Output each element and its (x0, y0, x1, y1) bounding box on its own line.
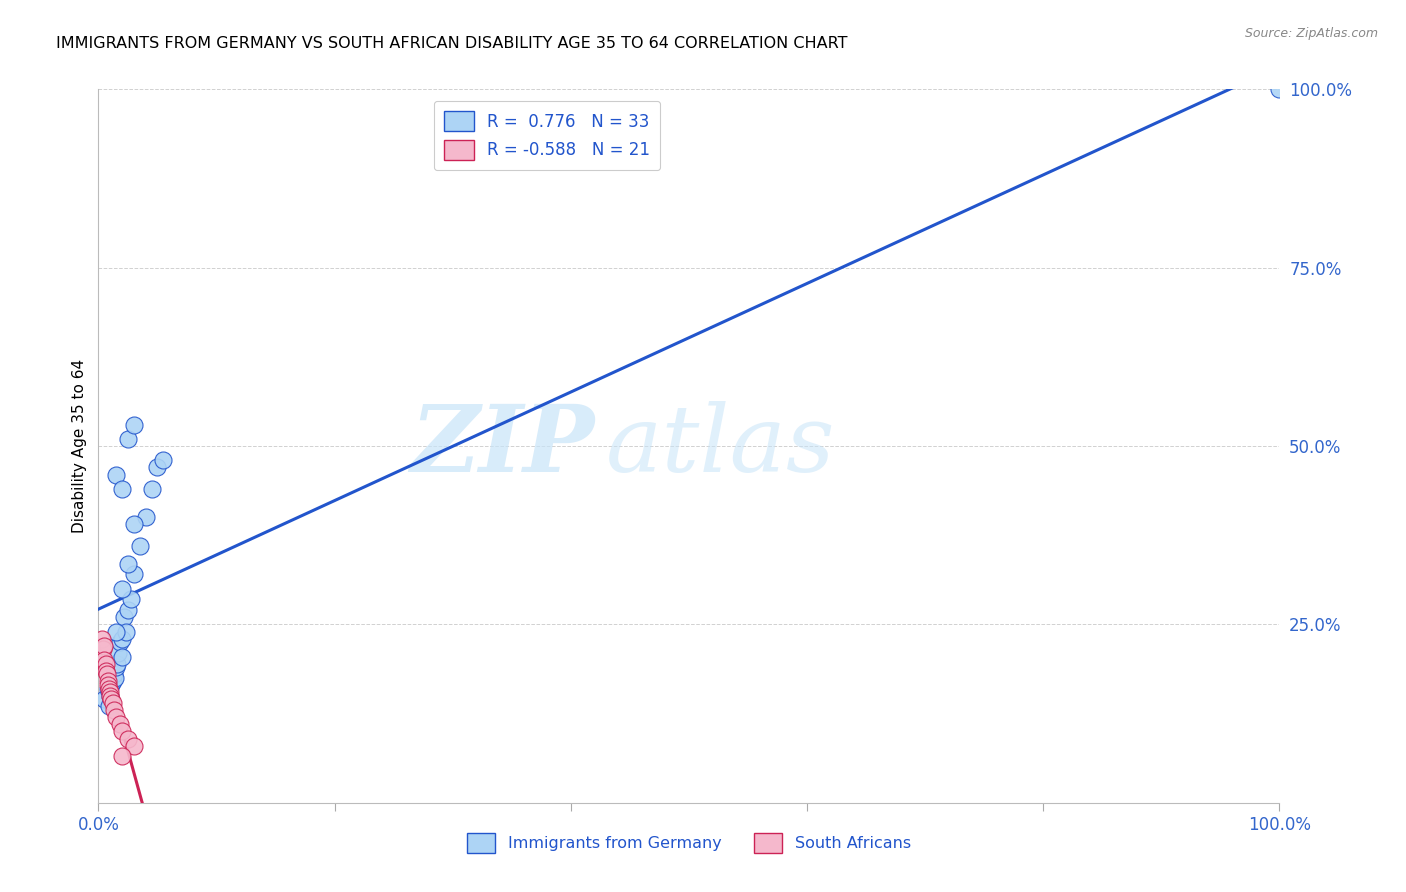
Point (146, 460, 169, 475)
Point (91, 642, 114, 657)
Point (108, 635, 131, 649)
Point (98, 689, 121, 703)
Text: IMMIGRANTS FROM GERMANY VS SOUTH AFRICAN DISABILITY AGE 35 TO 64 CORRELATION CHA: IMMIGRANTS FROM GERMANY VS SOUTH AFRICAN… (56, 36, 848, 51)
Point (117, 432, 139, 446)
Point (96, 667, 118, 681)
Point (111, 724, 134, 739)
Point (141, 482, 163, 496)
Point (94, 664, 117, 678)
Point (1268, 82, 1291, 96)
Point (97, 681, 120, 696)
Point (103, 667, 125, 681)
Point (98, 699, 121, 714)
Legend: Immigrants from Germany, South Africans: Immigrants from Germany, South Africans (460, 827, 918, 859)
Point (152, 453, 174, 467)
Point (93, 653, 115, 667)
Point (117, 603, 139, 617)
Point (128, 539, 150, 553)
Point (97, 678, 120, 692)
Point (112, 610, 135, 624)
Point (111, 632, 134, 646)
Point (94, 657, 117, 671)
Point (91, 632, 114, 646)
Point (135, 510, 157, 524)
Point (111, 582, 134, 596)
Point (105, 624, 128, 639)
Point (108, 717, 131, 731)
Point (100, 678, 122, 692)
Point (105, 710, 128, 724)
Point (114, 624, 136, 639)
Point (111, 749, 134, 764)
Point (122, 517, 145, 532)
Point (105, 657, 128, 671)
Point (107, 646, 129, 660)
Point (101, 696, 124, 710)
Point (117, 557, 139, 571)
Text: ZIP: ZIP (411, 401, 595, 491)
Text: Source: ZipAtlas.com: Source: ZipAtlas.com (1244, 27, 1378, 40)
Point (98, 681, 121, 696)
Point (105, 467, 128, 482)
Point (105, 660, 128, 674)
Point (98, 685, 121, 699)
Point (97, 674, 120, 689)
Point (98, 689, 121, 703)
Point (101, 674, 124, 689)
Point (121, 592, 143, 607)
Point (93, 692, 115, 706)
Point (111, 649, 134, 664)
Text: atlas: atlas (606, 401, 835, 491)
Point (103, 703, 125, 717)
Point (93, 639, 115, 653)
Point (122, 567, 145, 582)
Point (100, 692, 122, 706)
Point (111, 482, 134, 496)
Y-axis label: Disability Age 35 to 64: Disability Age 35 to 64 (72, 359, 87, 533)
Point (122, 417, 145, 432)
Point (117, 731, 139, 746)
Point (122, 739, 145, 753)
Point (104, 671, 127, 685)
